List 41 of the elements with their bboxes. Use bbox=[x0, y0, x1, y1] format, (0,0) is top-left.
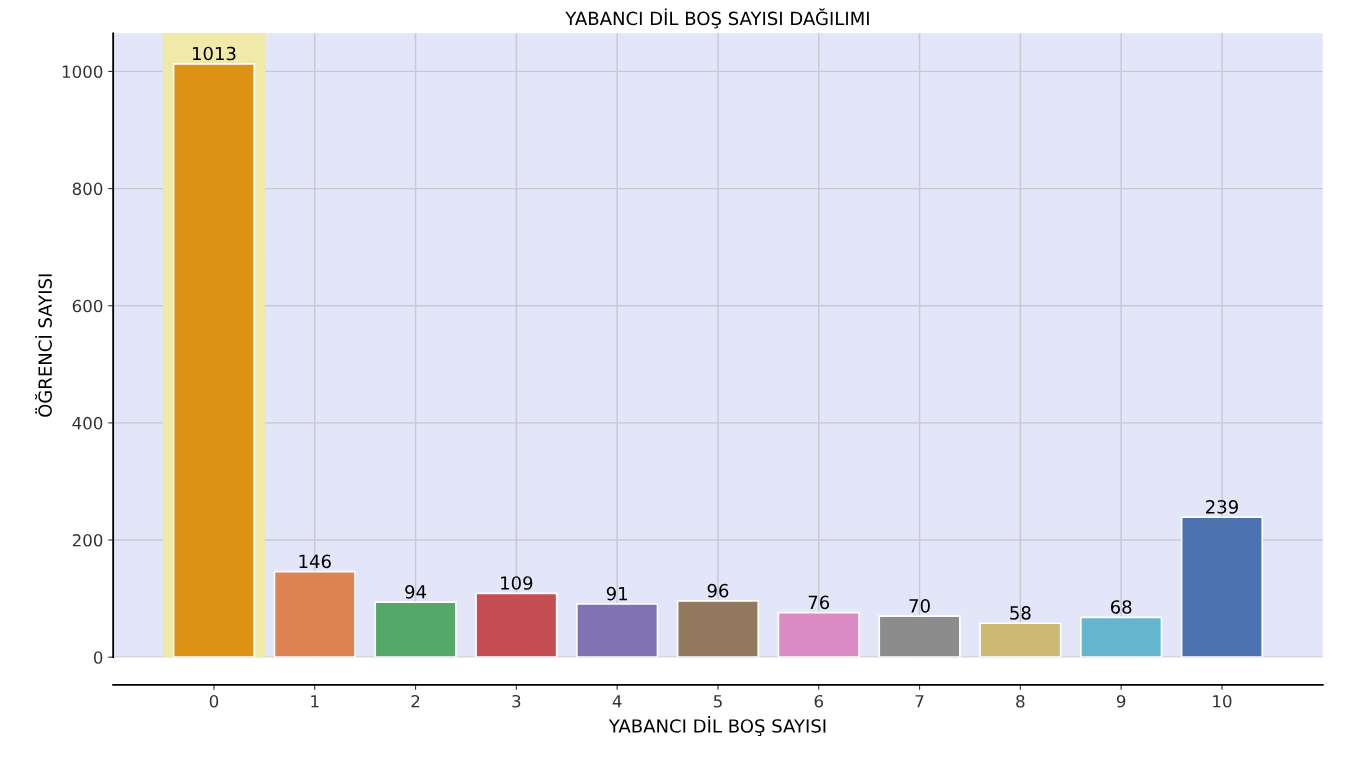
x-tick-label: 8 bbox=[1016, 694, 1025, 708]
x-tick-label: 2 bbox=[411, 694, 420, 708]
data-label: 109 bbox=[501, 576, 533, 590]
x-tick-label: 10 bbox=[1213, 694, 1232, 708]
y-tick-label: 0 bbox=[93, 651, 103, 664]
x-tick-label: 6 bbox=[814, 694, 823, 708]
x-tick-label: 4 bbox=[612, 695, 622, 708]
bar bbox=[1180, 516, 1264, 658]
data-label: 91 bbox=[606, 586, 627, 601]
chart-title: YABANCI DİL BOŞ SAYISI DAĞILIMI bbox=[565, 8, 869, 29]
bar bbox=[1079, 616, 1163, 658]
y-tick-label: 400 bbox=[72, 416, 103, 430]
bar bbox=[374, 601, 457, 658]
y-axis-title: ÖĞRENCİ SAYISI bbox=[34, 274, 52, 417]
data-label: 96 bbox=[707, 583, 729, 598]
x-tick-label: 0 bbox=[209, 694, 219, 708]
bar bbox=[575, 603, 659, 658]
bar bbox=[878, 615, 961, 658]
y-tick-label: 1000 bbox=[62, 65, 103, 78]
x-tick-label: 7 bbox=[915, 695, 924, 708]
data-label: 94 bbox=[405, 584, 427, 599]
data-label: 76 bbox=[808, 595, 830, 610]
x-tick-label: 3 bbox=[512, 694, 521, 708]
data-label: 58 bbox=[1010, 606, 1031, 620]
bar bbox=[475, 592, 558, 658]
x-tick-label: 9 bbox=[1116, 694, 1126, 708]
bar bbox=[979, 622, 1062, 658]
bar bbox=[777, 611, 860, 658]
y-tick-label: 800 bbox=[72, 182, 103, 196]
data-label: 1013 bbox=[192, 46, 236, 61]
data-label: 146 bbox=[299, 554, 331, 569]
x-tick-label: 1 bbox=[311, 695, 319, 708]
data-label: 68 bbox=[1110, 600, 1132, 614]
x-axis-title: YABANCI DİL BOŞ SAYISI bbox=[608, 716, 826, 737]
bar bbox=[676, 600, 760, 658]
y-tick-label: 200 bbox=[72, 534, 103, 547]
x-tick-label: 5 bbox=[713, 695, 722, 708]
y-tick-label: 600 bbox=[72, 299, 103, 313]
data-label: 239 bbox=[1206, 500, 1238, 514]
data-label: 70 bbox=[909, 599, 930, 613]
bar bbox=[273, 570, 356, 658]
